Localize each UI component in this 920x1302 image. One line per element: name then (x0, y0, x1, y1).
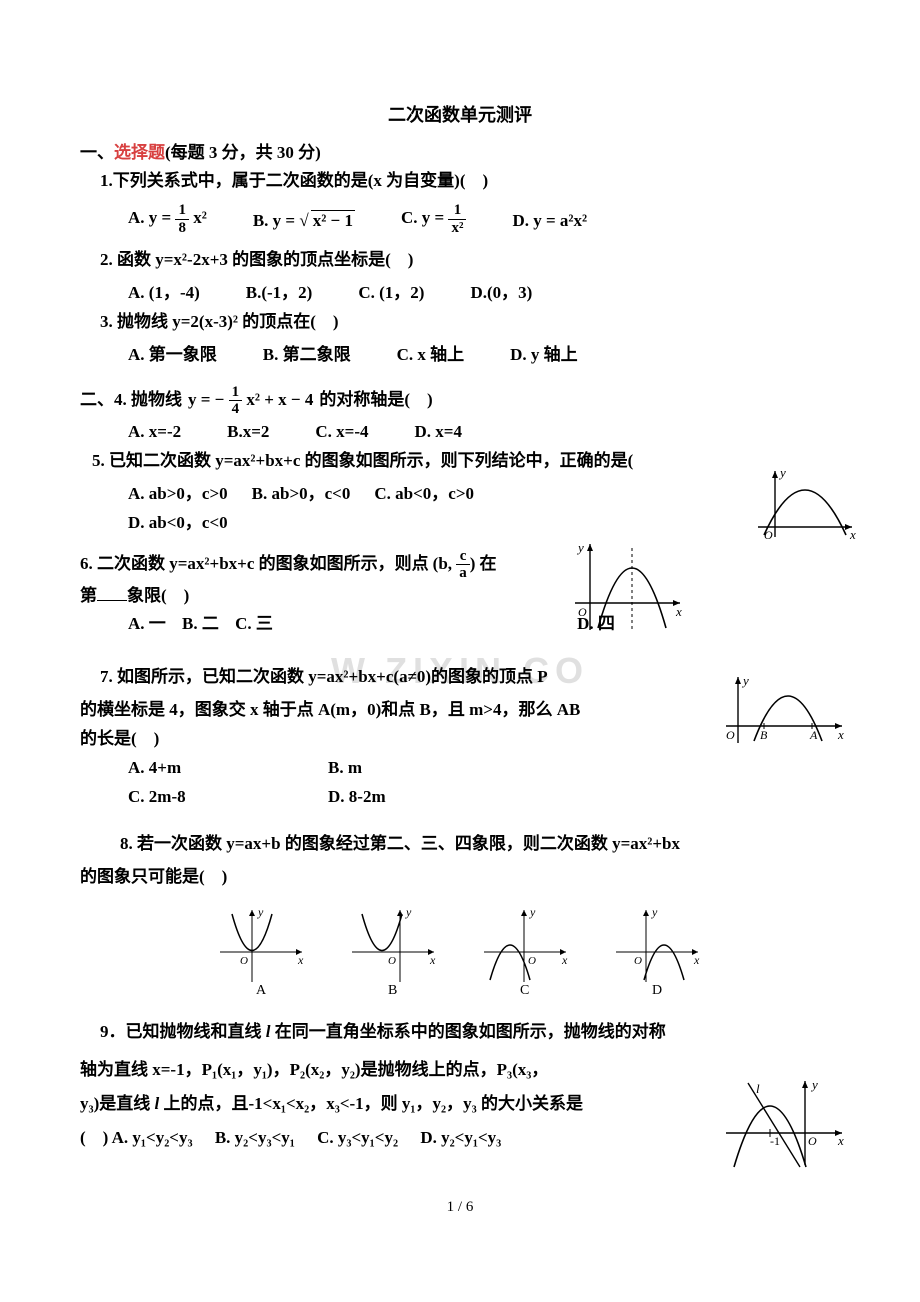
q7-optB: B. m (328, 754, 528, 783)
q1-optA: A. y = 18 x² (128, 202, 207, 236)
svg-text:y: y (741, 673, 749, 688)
svg-text:x: x (837, 1133, 844, 1148)
svg-text:O: O (528, 955, 536, 967)
q9-figure: x y O l -1 (720, 1075, 850, 1175)
q4-formula: y = − 14 x² + x − 4 (188, 384, 313, 418)
q8-figures: x y O A x y O B x y O C (80, 902, 840, 997)
svg-text:B: B (388, 983, 397, 997)
section1-red: 选择题 (114, 143, 165, 162)
q2-optD: D.(0，3) (470, 279, 532, 308)
svg-text:-1: -1 (770, 1134, 780, 1148)
section1-lead: 一、 (80, 143, 114, 162)
q1-formulaD: y = a²x² (533, 207, 587, 236)
svg-text:D: D (652, 983, 662, 997)
svg-text:O: O (808, 1134, 817, 1148)
q4-optC: C. x=-4 (315, 418, 368, 447)
svg-text:x: x (675, 604, 682, 619)
q7-figure: x y O B A (720, 671, 850, 751)
q2-optB: B.(-1，2) (246, 279, 313, 308)
q3-stem: 3. 抛物线 y=2(x-3)² 的顶点在( ) (100, 308, 840, 337)
q9-optC: C. y₃<y₁<y₂ (317, 1128, 398, 1147)
q1-optC: C. y = 1x² (401, 202, 466, 236)
svg-text:x: x (693, 953, 700, 967)
q5-optC: C. ab<0，c>0 (374, 480, 474, 509)
svg-text:y: y (651, 905, 658, 919)
q6-line1: 6. 二次函数 y=ax²+bx+c 的图象如图所示，则点 (b, ca) 在 (80, 548, 840, 582)
svg-text:O: O (634, 955, 642, 967)
q3-optB: B. 第二象限 (263, 341, 351, 370)
q8-l2: 的图象只可能是( ) (80, 863, 840, 892)
q3-optD: D. y 轴上 (510, 341, 578, 370)
section1-heading: 一、选择题(每题 3 分，共 30 分) (80, 139, 840, 168)
q1-stem: 1.下列关系式中，属于二次函数的是(x 为自变量)( ) (100, 167, 840, 196)
page-content: 二次函数单元测评 一、选择题(每题 3 分，共 30 分) 1.下列关系式中，属… (80, 100, 840, 1220)
q8-figC: x y O C (476, 902, 576, 997)
q5-optB: B. ab>0，c<0 (252, 480, 351, 509)
q2-stem: 2. 函数 y=x²-2x+3 的图象的顶点坐标是( ) (100, 246, 840, 275)
q5-optA: A. ab>0，c>0 (128, 480, 228, 509)
q1-formulaB: y = √x² − 1 (273, 207, 355, 236)
q8-figD: x y O D (608, 902, 708, 997)
q6-figure: x y O (570, 538, 690, 638)
q3-optA: A. 第一象限 (128, 341, 217, 370)
page-number: 1 / 6 (80, 1195, 840, 1221)
svg-text:x: x (297, 953, 304, 967)
q8-l1: 8. 若一次函数 y=ax+b 的图象经过第二、三、四象限，则二次函数 y=ax… (120, 830, 840, 859)
svg-text:l: l (756, 1081, 760, 1096)
q2-optA: A. (1，-4) (128, 279, 200, 308)
q6-blank (97, 584, 127, 601)
svg-text:x: x (837, 727, 844, 742)
page-title: 二次函数单元测评 (80, 100, 840, 131)
q1-formulaC: y = 1x² (422, 202, 467, 236)
svg-text:y: y (810, 1077, 818, 1092)
q7-optC: C. 2m-8 (128, 783, 328, 812)
q9-optA: A. y₁<y₂<y₃ (112, 1128, 193, 1147)
svg-text:O: O (388, 955, 396, 967)
q8-figA: x y O A (212, 902, 312, 997)
svg-text:C: C (520, 983, 529, 997)
q5-optD: D. ab<0，c<0 (128, 509, 228, 538)
svg-text:x: x (429, 953, 436, 967)
q4-optD: D. x=4 (415, 418, 462, 447)
svg-text:O: O (578, 605, 587, 619)
q1-optB: B. y = √x² − 1 (253, 207, 355, 237)
section1-rest: (每题 3 分，共 30 分) (165, 143, 321, 162)
q7-optD: D. 8-2m (328, 783, 528, 812)
q6-optA: A. 一 (128, 614, 166, 633)
svg-text:y: y (778, 465, 786, 480)
q6-point: (b, ca) (433, 548, 476, 582)
q6-optC: C. 三 (235, 614, 273, 633)
q6-line2: 第象限( ) (80, 582, 840, 611)
q5-stem: 5. 已知二次函数 y=ax²+bx+c 的图象如图所示，则下列结论中，正确的是… (92, 447, 840, 476)
svg-text:y: y (405, 905, 412, 919)
q9-l1: 9．已知抛物线和直线 l 在同一直角坐标系中的图象如图所示，抛物线的对称 (100, 1015, 840, 1049)
svg-text:x: x (561, 953, 568, 967)
q9-optB: B. y₂<y₃<y₁ (215, 1128, 295, 1147)
svg-text:O: O (726, 728, 735, 742)
q1-formulaA: y = 18 x² (149, 202, 207, 236)
svg-text:O: O (764, 528, 773, 542)
svg-text:y: y (576, 540, 584, 555)
svg-text:O: O (240, 955, 248, 967)
svg-text:y: y (257, 905, 264, 919)
q9-optD: D. y₂<y₁<y₃ (420, 1128, 501, 1147)
q2-optC: C. (1，2) (358, 279, 424, 308)
svg-text:A: A (256, 983, 267, 997)
q3-optC: C. x 轴上 (397, 341, 465, 370)
q4-optA: A. x=-2 (128, 418, 181, 447)
q4-optB: B.x=2 (227, 418, 269, 447)
svg-text:x: x (849, 527, 856, 542)
svg-text:A: A (809, 728, 818, 742)
q1-optD: D. y = a²x² (512, 207, 587, 237)
q6-optB: B. 二 (182, 614, 219, 633)
svg-text:B: B (760, 728, 768, 742)
q7-optA: A. 4+m (128, 754, 328, 783)
svg-text:y: y (529, 905, 536, 919)
q4-stem: 二、4. 抛物线 y = − 14 x² + x − 4 的对称轴是( ) (80, 384, 840, 418)
q8-figB: x y O B (344, 902, 444, 997)
q5-figure: x y O (750, 465, 860, 545)
